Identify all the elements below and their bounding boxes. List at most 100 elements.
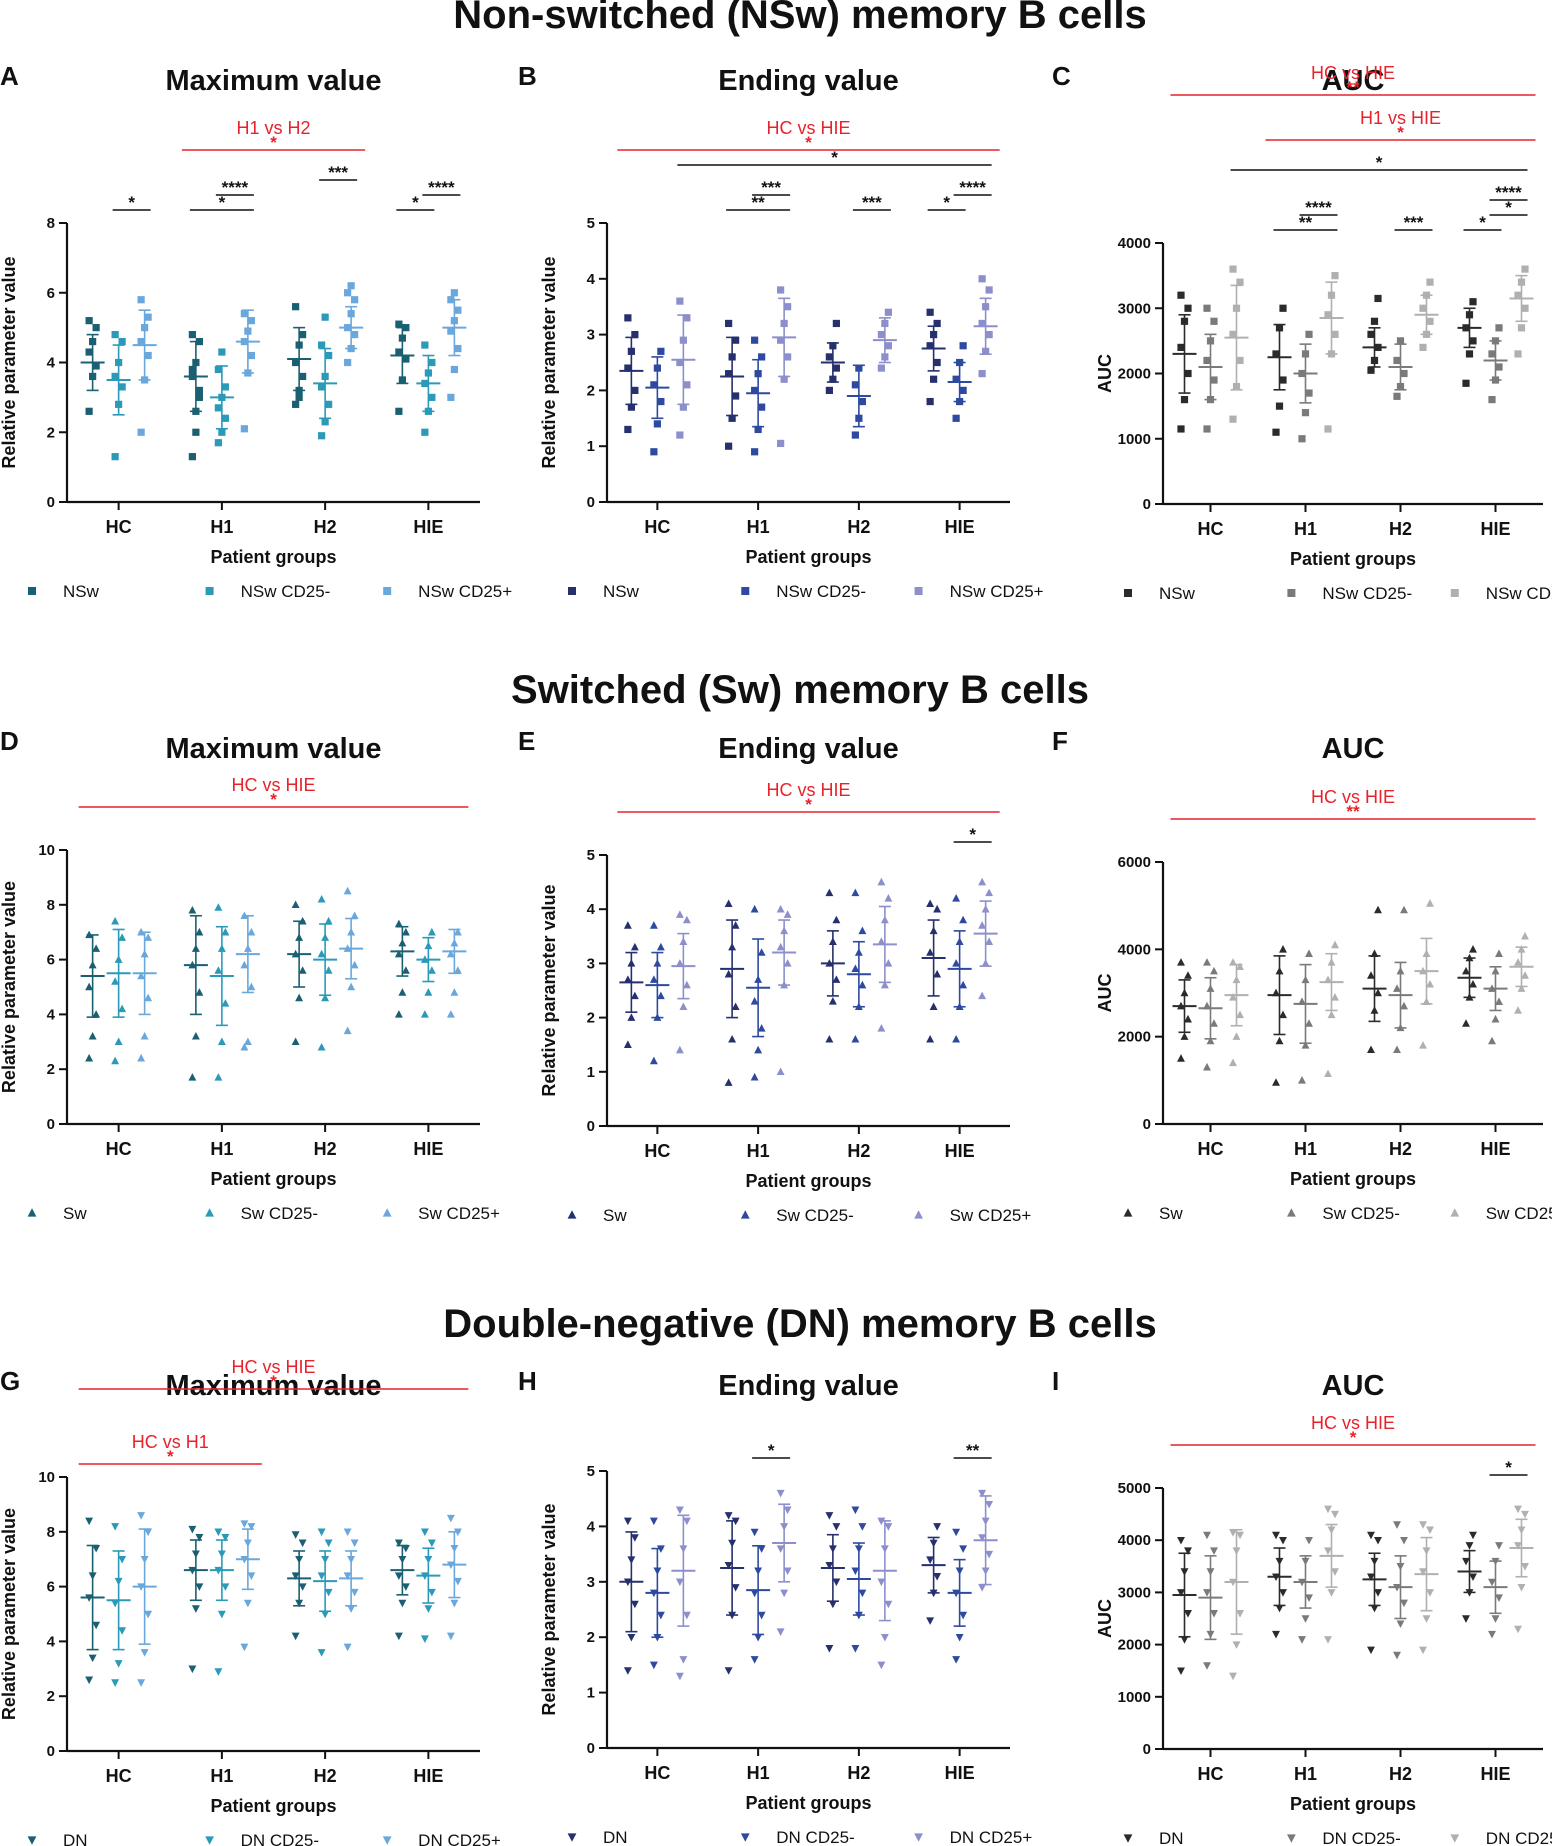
comparison-label: HC vs HIE [1311, 787, 1395, 807]
data-point [724, 969, 733, 978]
comparison-label: HC vs H1 [132, 1432, 209, 1452]
x-tick-label: HC [1198, 519, 1224, 539]
data-point [1367, 330, 1375, 338]
chart-panel-g: G Maximum value 0 2 4 6 8 10 HC H1 H2 HIE Patient gr… [0, 1357, 501, 1846]
data-point [1184, 1014, 1192, 1023]
data-point [1521, 1510, 1529, 1519]
data-point [92, 1621, 101, 1630]
data-point [324, 966, 333, 974]
x-axis-label: Patient groups [745, 1793, 871, 1813]
x-tick-label: HIE [413, 1766, 443, 1786]
significance-stars: *** [328, 163, 348, 182]
data-point [118, 383, 126, 391]
legend-marker [741, 587, 750, 595]
data-point [750, 1528, 759, 1537]
data-point [295, 393, 303, 401]
section-title-sw: Switched (Sw) memory B cells [511, 668, 1089, 712]
data-point [292, 400, 300, 408]
data-point [394, 1632, 403, 1641]
data-point [1469, 1531, 1477, 1540]
data-point [1462, 379, 1470, 387]
data-point [858, 926, 867, 935]
data-point [1177, 1667, 1185, 1676]
data-point [926, 948, 935, 956]
legend-label: NSw [63, 582, 100, 601]
significance-stars: ** [966, 1441, 980, 1460]
legend-label: DN [1159, 1829, 1184, 1846]
panel-title: Ending value [718, 1370, 898, 1402]
data-point [959, 1611, 968, 1620]
y-tick-label: 4 [587, 901, 596, 918]
data-point [978, 1534, 987, 1542]
legend-marker [1287, 589, 1296, 597]
data-point [298, 1539, 307, 1548]
data-point [933, 1573, 942, 1581]
legend-marker [205, 587, 214, 595]
y-tick-label: 8 [47, 897, 55, 914]
data-point [221, 1534, 230, 1542]
data-point [649, 1517, 658, 1526]
x-tick-label: H2 [314, 517, 337, 537]
data-point [321, 418, 329, 426]
data-point [195, 386, 203, 394]
data-point [218, 348, 226, 356]
data-point [1206, 1036, 1215, 1045]
data-point [1488, 396, 1496, 404]
data-point [623, 1667, 632, 1675]
chart-panel-d: D Maximum value 0 2 4 6 8 10 HC H1 H2 HIE Patient gr… [0, 726, 500, 1223]
data-point [1184, 369, 1192, 378]
data-point [1419, 343, 1427, 351]
data-point [679, 1656, 688, 1664]
data-point [985, 331, 993, 339]
data-point [395, 407, 403, 415]
data-point [1229, 330, 1237, 338]
data-point [825, 1512, 834, 1520]
x-tick-label: HC [644, 517, 670, 537]
legend-marker [27, 1836, 37, 1845]
x-axis-label: Patient groups [210, 547, 336, 567]
data-point [1469, 298, 1477, 306]
y-tick-label: 2 [587, 1010, 595, 1027]
data-point [1469, 1573, 1477, 1582]
data-point [247, 1572, 256, 1580]
data-point [683, 381, 691, 389]
data-point [649, 975, 658, 983]
data-point [114, 1037, 123, 1046]
data-point [623, 921, 632, 929]
significance-stars: ** [752, 193, 766, 212]
data-point [118, 1004, 127, 1013]
data-point [85, 1676, 94, 1685]
y-tick-label: 2 [47, 424, 55, 441]
data-point [85, 407, 93, 415]
significance-stars: * [805, 795, 812, 814]
data-point [1210, 376, 1218, 384]
data-point [1177, 425, 1185, 433]
data-point [247, 927, 256, 936]
data-point [1517, 1583, 1526, 1592]
significance-stars: ** [1299, 213, 1313, 232]
data-point [1236, 356, 1244, 365]
data-point [111, 977, 120, 985]
data-point [1203, 356, 1211, 365]
data-point [1324, 1547, 1332, 1555]
legend-marker [740, 1210, 750, 1219]
x-axis-label: Patient groups [745, 547, 871, 567]
data-point [825, 1561, 834, 1570]
data-point [1275, 402, 1284, 410]
data-point [858, 980, 867, 989]
data-point [731, 1584, 740, 1592]
x-tick-label: HC [1198, 1139, 1224, 1159]
data-point [188, 365, 196, 374]
data-point [394, 1010, 403, 1018]
data-point [351, 296, 359, 304]
data-point [952, 1034, 961, 1043]
data-point [1298, 1636, 1306, 1644]
data-point [725, 442, 733, 450]
data-point [676, 358, 684, 367]
data-point [114, 1660, 123, 1668]
data-point [777, 336, 785, 344]
panel-title: Maximum value [166, 65, 382, 97]
data-point [421, 341, 429, 349]
data-point [750, 997, 759, 1005]
data-point [137, 971, 146, 980]
